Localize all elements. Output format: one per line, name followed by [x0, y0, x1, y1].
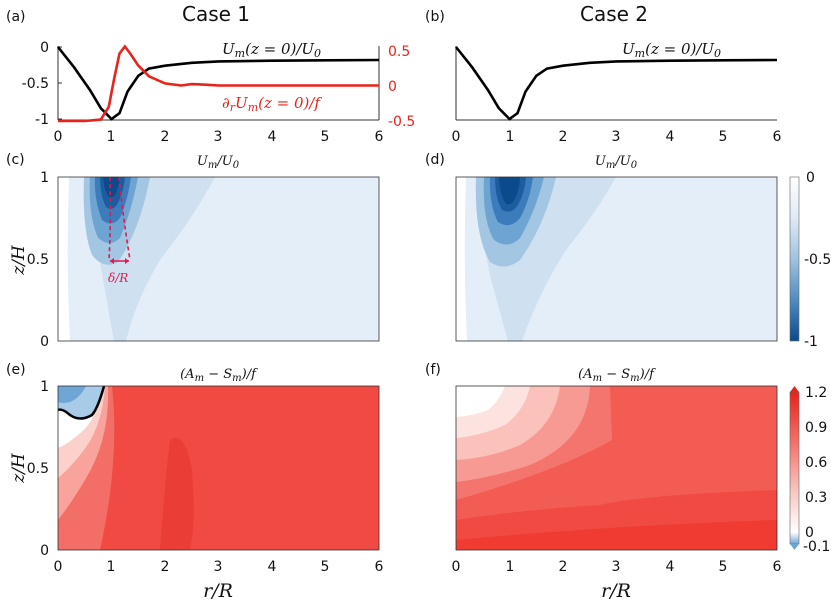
x-tick: 1	[506, 129, 515, 145]
z-tick: 0.5	[27, 252, 49, 268]
x-tick: 4	[268, 559, 277, 575]
panel-a-letter: (a)	[6, 9, 26, 25]
x-tick: 0	[452, 129, 461, 145]
x-tick: 1	[506, 559, 515, 575]
colorbar-bottom: 1.2 0.9 0.6 0.3 0 -0.1	[789, 385, 830, 555]
cbar-tick: -0.1	[803, 539, 830, 555]
z-tick: 1	[40, 170, 49, 186]
panel-e-heatmap	[57, 385, 380, 551]
x-tick: 6	[773, 559, 782, 575]
panel-d-title: Um/U0	[595, 154, 638, 171]
case-1-label: Case 1	[182, 2, 250, 26]
z-tick: 0	[40, 334, 49, 350]
z-tick: 0	[40, 543, 49, 559]
x-tick: 3	[612, 559, 621, 575]
x-tick: 3	[214, 559, 223, 575]
panel-b-letter: (b)	[425, 9, 445, 25]
x-tick: 2	[559, 559, 568, 575]
a-right-tick: 0	[388, 79, 397, 95]
panel-f-x-ticks: 0 1 2 3 4 5 6	[452, 559, 782, 575]
panel-e-letter: (e)	[6, 362, 26, 378]
x-tick: 3	[612, 129, 621, 145]
x-tick: 6	[375, 559, 384, 575]
cbar-tick: 0	[805, 525, 814, 541]
a-x-ticks: 0 1 2 3 4 5 6	[54, 129, 384, 145]
x-tick: 0	[452, 559, 461, 575]
panel-e-xlabel: r/R	[203, 580, 233, 602]
a-left-tick: -1	[35, 112, 49, 128]
panel-c-y-ticks: 1 0.5 0	[27, 170, 49, 350]
case-2-label: Case 2	[580, 2, 648, 26]
panel-b-axes: 0 1 2 3 4 5 6	[452, 46, 782, 145]
panel-c-heatmap: δ/R	[57, 176, 380, 342]
cbar-tick: -1	[804, 334, 818, 350]
cbar-tick: 0.9	[805, 420, 827, 436]
colorbar-top: 0 -0.5 -1	[789, 170, 831, 350]
a-left-tick: 0	[40, 40, 49, 56]
panel-a-axes: 0 -0.5 -1 0.5 0 -0.5 0 1 2 3 4 5 6	[22, 40, 416, 145]
x-tick: 2	[161, 559, 170, 575]
panel-f-xlabel: r/R	[601, 580, 631, 602]
panel-f-heatmap	[455, 385, 778, 551]
panel-c-title: Um/U0	[197, 154, 240, 171]
x-tick: 1	[107, 559, 116, 575]
x-tick: 3	[214, 129, 223, 145]
cbar-tick: 0.6	[805, 455, 827, 471]
z-tick: 1	[40, 379, 49, 395]
panel-f-letter: (f)	[425, 362, 441, 378]
x-tick: 4	[666, 559, 675, 575]
panel-a-dr-um-line	[58, 44, 379, 123]
panel-e-ylabel: z/H	[9, 452, 29, 484]
panel-e-x-ticks: 0 1 2 3 4 5 6	[54, 559, 384, 575]
cbar-tick: 0.3	[805, 490, 827, 506]
x-tick: 5	[719, 559, 728, 575]
x-tick: 0	[54, 559, 63, 575]
panel-e-y-ticks: 1 0.5 0	[27, 379, 49, 559]
panel-a-um-legend: Um(z = 0)/U0	[222, 40, 321, 60]
panel-b-um-line	[454, 46, 778, 121]
x-tick: 6	[375, 129, 384, 145]
panel-d-letter: (d)	[425, 152, 445, 168]
x-tick: 2	[559, 129, 568, 145]
x-tick: 5	[719, 129, 728, 145]
x-tick: 4	[666, 129, 675, 145]
x-tick: 5	[321, 559, 330, 575]
a-right-tick: 0.5	[388, 44, 410, 60]
x-tick: 0	[54, 129, 63, 145]
cbar-tick: -0.5	[804, 252, 831, 268]
x-tick: 4	[268, 129, 277, 145]
cbar-tick: 1.2	[805, 385, 827, 401]
panel-e-title: (Am − Sm)/f	[180, 367, 258, 384]
panel-c-letter: (c)	[6, 152, 25, 168]
panel-f-title: (Am − Sm)/f	[578, 367, 656, 384]
a-left-tick: -0.5	[22, 76, 49, 92]
panel-a-dr-legend: ∂rUm(z = 0)/f	[222, 94, 322, 114]
delta-label: δ/R	[108, 271, 128, 285]
z-tick: 0.5	[27, 461, 49, 477]
panel-b-um-legend: Um(z = 0)/U0	[622, 40, 721, 60]
panel-c-ylabel: z/H	[9, 244, 29, 276]
panel-a-um-line	[56, 46, 380, 121]
x-tick: 6	[773, 129, 782, 145]
cbar-tick: 0	[806, 170, 815, 186]
x-tick: 5	[321, 129, 330, 145]
x-tick: 2	[161, 129, 170, 145]
x-tick: 1	[107, 129, 116, 145]
a-right-tick: -0.5	[388, 114, 415, 130]
panel-d-heatmap	[455, 176, 778, 342]
